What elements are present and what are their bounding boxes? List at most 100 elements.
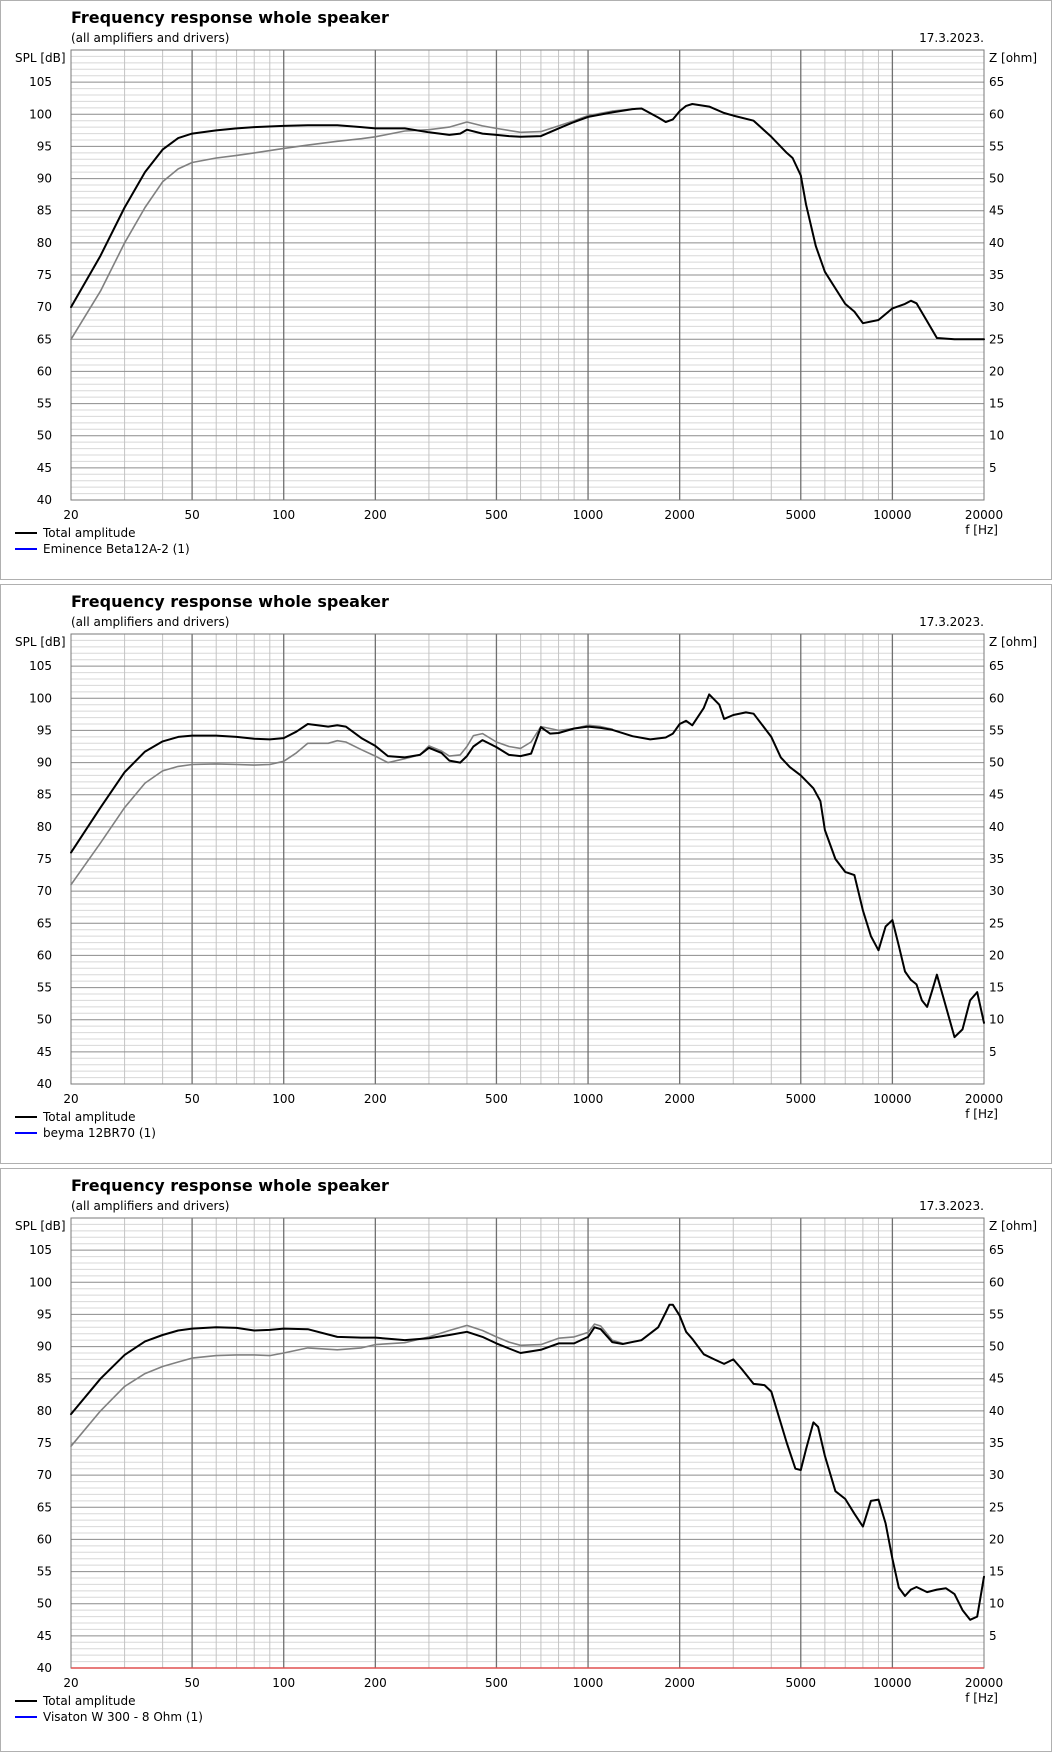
y2-tick-label: 25 (989, 916, 1004, 930)
x-tick-label: 500 (485, 1676, 508, 1690)
series-total-amplitude (70, 1303, 985, 1621)
y2-tick-label: 45 (989, 204, 1004, 218)
chart-subtitle: (all amplifiers and drivers) (71, 31, 229, 45)
y-tick-label: 100 (29, 107, 52, 121)
x-tick-label: 50 (184, 508, 199, 522)
y2-tick-label: 60 (989, 691, 1004, 705)
y2-tick-label: 45 (989, 788, 1004, 802)
y2-tick-label: 35 (989, 1436, 1004, 1450)
chart-panel-3: Frequency response whole speaker (all amp… (0, 1168, 1052, 1752)
x-tick-label: 500 (485, 1092, 508, 1106)
y2-tick-label: 10 (989, 1013, 1004, 1027)
chart-panel-1: Frequency response whole speaker (all amp… (0, 0, 1052, 580)
y-tick-label: 100 (29, 1275, 52, 1289)
chart-subtitle: (all amplifiers and drivers) (71, 1199, 229, 1213)
y2-tick-label: 5 (989, 1045, 997, 1059)
series-driver-gray (70, 108, 634, 341)
chart-subtitle: (all amplifiers and drivers) (71, 615, 229, 629)
y2-tick-label: 50 (989, 172, 1004, 186)
y-tick-label: 60 (37, 1532, 52, 1546)
y2-tick-label: 10 (989, 429, 1004, 443)
y2-tick-label: 45 (989, 1372, 1004, 1386)
x-tick-label: 50 (184, 1676, 199, 1690)
series-driver-gray (70, 1323, 624, 1448)
y2-tick-label: 55 (989, 1307, 1004, 1321)
y-tick-label: 70 (37, 300, 52, 314)
legend-label: Eminence Beta12A-2 (1) (43, 542, 190, 556)
y-tick-label: 105 (29, 659, 52, 673)
y-tick-label: 60 (37, 948, 52, 962)
y2-tick-label: 55 (989, 139, 1004, 153)
x-axis-label: f [Hz] (965, 1691, 998, 1705)
y-tick-label: 75 (37, 268, 52, 282)
y2-tick-label: 20 (989, 364, 1004, 378)
y-tick-label: 90 (37, 172, 52, 186)
y-tick-label: 65 (37, 332, 52, 346)
x-tick-label: 10000 (873, 1092, 911, 1106)
legend-label: Visaton W 300 - 8 Ohm (1) (43, 1710, 203, 1724)
y-tick-label: 80 (37, 1404, 52, 1418)
y2-axis-label: Z [ohm] (989, 51, 1037, 65)
x-tick-label: 20 (63, 1092, 78, 1106)
y2-tick-label: 35 (989, 852, 1004, 866)
x-tick-label: 20 (63, 1676, 78, 1690)
y-tick-label: 105 (29, 75, 52, 89)
y2-tick-label: 20 (989, 948, 1004, 962)
y2-tick-label: 35 (989, 268, 1004, 282)
x-tick-label: 10000 (873, 1676, 911, 1690)
x-axis-label: f [Hz] (965, 1107, 998, 1121)
y-tick-label: 95 (37, 1307, 52, 1321)
y2-tick-label: 50 (989, 756, 1004, 770)
y-tick-label: 85 (37, 1372, 52, 1386)
chart-title: Frequency response whole speaker (71, 1176, 389, 1195)
y-tick-label: 85 (37, 204, 52, 218)
y2-tick-label: 15 (989, 1565, 1004, 1579)
y2-tick-label: 15 (989, 981, 1004, 995)
y-tick-label: 90 (37, 756, 52, 770)
y2-tick-label: 40 (989, 820, 1004, 834)
x-tick-label: 1000 (573, 1092, 604, 1106)
y-tick-label: 70 (37, 884, 52, 898)
y2-tick-label: 25 (989, 332, 1004, 346)
chart-svg-2: Frequency response whole speaker (all amp… (15, 592, 1037, 1140)
x-tick-label: 2000 (664, 1092, 695, 1106)
chart-date: 17.3.2023. (919, 31, 984, 45)
grid (71, 50, 984, 500)
y-axis-label: SPL [dB] (15, 1219, 66, 1233)
y-tick-label: 55 (37, 1565, 52, 1579)
series-driver-gray (70, 724, 614, 886)
y-axis-label: SPL [dB] (15, 635, 66, 649)
y2-tick-label: 40 (989, 1404, 1004, 1418)
chart-title: Frequency response whole speaker (71, 8, 389, 27)
chart-svg-1: Frequency response whole speaker (all amp… (15, 8, 1037, 556)
x-tick-label: 5000 (785, 508, 816, 522)
y-tick-label: 80 (37, 236, 52, 250)
series-total-amplitude (70, 693, 985, 1039)
y-tick-label: 40 (37, 1661, 52, 1675)
x-axis-label: f [Hz] (965, 523, 998, 537)
y-tick-label: 55 (37, 981, 52, 995)
y2-tick-label: 10 (989, 1597, 1004, 1611)
y2-tick-label: 65 (989, 659, 1004, 673)
y-tick-label: 40 (37, 493, 52, 507)
x-tick-label: 100 (272, 1676, 295, 1690)
x-tick-label: 5000 (785, 1676, 816, 1690)
y-tick-label: 50 (37, 1013, 52, 1027)
y2-tick-label: 25 (989, 1500, 1004, 1514)
plot-frame (70, 49, 985, 501)
y-tick-label: 65 (37, 1500, 52, 1514)
series-total-amplitude (70, 103, 985, 341)
y-tick-label: 80 (37, 820, 52, 834)
legend-label: Total amplitude (42, 1694, 135, 1708)
y-tick-label: 45 (37, 461, 52, 475)
y2-axis-label: Z [ohm] (989, 1219, 1037, 1233)
x-tick-label: 20000 (965, 1676, 1003, 1690)
y2-tick-label: 15 (989, 397, 1004, 411)
y2-tick-label: 30 (989, 300, 1004, 314)
y2-tick-label: 5 (989, 1629, 997, 1643)
chart-svg-3: Frequency response whole speaker (all amp… (15, 1176, 1037, 1724)
x-tick-label: 2000 (664, 1676, 695, 1690)
y-tick-label: 90 (37, 1340, 52, 1354)
y2-tick-label: 30 (989, 1468, 1004, 1482)
y-tick-label: 60 (37, 364, 52, 378)
